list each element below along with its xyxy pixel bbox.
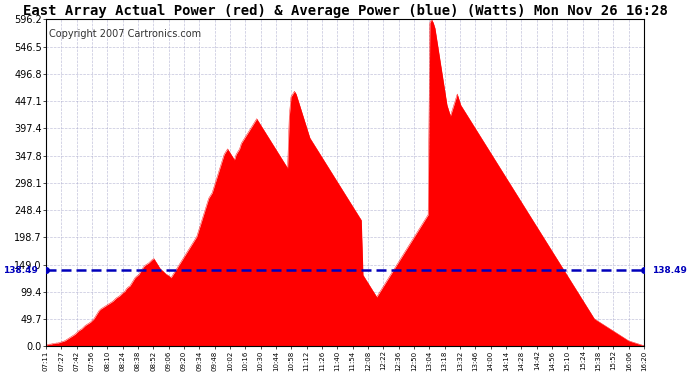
Text: 138.49: 138.49	[3, 266, 38, 275]
Text: 138.49: 138.49	[652, 266, 687, 275]
Title: East Array Actual Power (red) & Average Power (blue) (Watts) Mon Nov 26 16:28: East Array Actual Power (red) & Average …	[23, 4, 667, 18]
Text: Copyright 2007 Cartronics.com: Copyright 2007 Cartronics.com	[49, 29, 201, 39]
